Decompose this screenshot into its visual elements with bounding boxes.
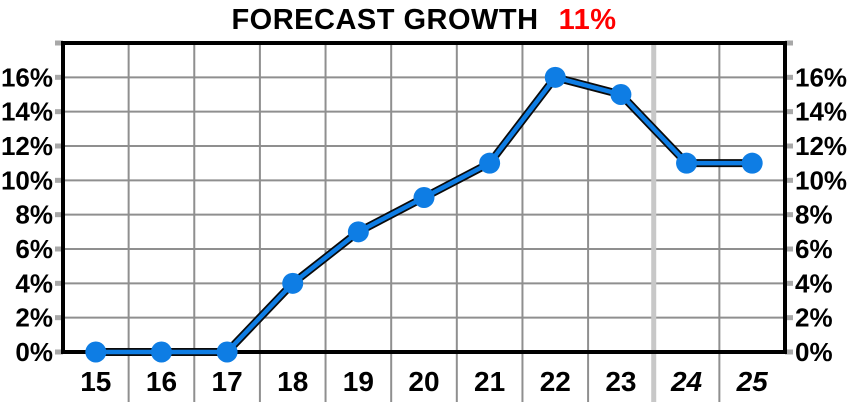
y-axis-tick-right <box>785 74 793 80</box>
data-point-marker <box>479 152 501 174</box>
y-axis-label-left: 2% <box>15 303 53 333</box>
data-point-marker <box>150 341 172 363</box>
y-axis-tick-left <box>55 109 63 115</box>
y-axis-label-left: 16% <box>1 62 53 92</box>
plot-frame <box>61 41 787 354</box>
y-axis-tick-right <box>785 40 793 46</box>
y-axis-tick-left <box>55 143 63 149</box>
y-axis-tick-left <box>55 315 63 321</box>
y-axis-label-left: 6% <box>15 234 53 264</box>
x-axis-label: 18 <box>277 366 308 397</box>
x-axis-label: 21 <box>474 366 505 397</box>
y-axis-tick-left <box>55 280 63 286</box>
data-point-marker <box>741 152 763 174</box>
x-axis-label: 15 <box>80 366 111 397</box>
y-axis-label-right: 0% <box>795 337 833 367</box>
y-axis-label-right: 10% <box>795 165 847 195</box>
y-axis-tick-right <box>785 349 793 355</box>
data-point-marker <box>282 272 304 294</box>
y-axis-tick-right <box>785 177 793 183</box>
y-axis-tick-left <box>55 349 63 355</box>
y-axis-label-left: 4% <box>15 268 53 298</box>
y-axis-tick-right <box>785 143 793 149</box>
y-axis-tick-left <box>55 212 63 218</box>
y-axis-tick-right <box>785 280 793 286</box>
chart-title-text: FORECAST GROWTH <box>231 3 539 36</box>
data-point-marker <box>216 341 238 363</box>
y-axis-tick-left <box>55 74 63 80</box>
y-axis-label-right: 6% <box>795 234 833 264</box>
y-axis-tick-right <box>785 315 793 321</box>
y-axis-label-left: 8% <box>15 200 53 230</box>
y-axis-label-left: 0% <box>15 337 53 367</box>
y-axis-tick-left <box>55 177 63 183</box>
y-axis-label-left: 14% <box>1 97 53 127</box>
data-point-marker <box>413 187 435 208</box>
data-point-marker <box>610 84 632 105</box>
y-axis-label-right: 8% <box>795 200 833 230</box>
x-axis-label: 19 <box>343 366 374 397</box>
y-axis-label-right: 4% <box>795 268 833 298</box>
y-axis-label-left: 10% <box>1 165 53 195</box>
data-point-marker <box>676 152 698 174</box>
x-axis-label: 20 <box>408 366 439 397</box>
y-axis-label-right: 14% <box>795 97 847 127</box>
y-axis-label-right: 16% <box>795 62 847 92</box>
y-axis-tick-left <box>55 40 63 46</box>
y-axis-label-left: 12% <box>1 131 53 161</box>
data-point-marker <box>544 66 566 88</box>
x-axis-label: 25 <box>736 366 769 397</box>
x-axis-label: 23 <box>605 366 636 397</box>
y-axis-tick-left <box>55 246 63 252</box>
y-axis-label-right: 12% <box>795 131 847 161</box>
data-point-marker <box>85 341 107 363</box>
x-axis-label: 24 <box>670 366 703 397</box>
y-axis-tick-right <box>785 109 793 115</box>
x-axis-label: 17 <box>212 366 243 397</box>
x-axis-label: 22 <box>540 366 571 397</box>
y-axis-label-right: 2% <box>795 303 833 333</box>
chart-title-highlight: 11% <box>558 3 617 36</box>
chart-title: FORECAST GROWTH 11% <box>0 0 848 40</box>
data-point-marker <box>347 221 369 243</box>
y-axis-tick-right <box>785 212 793 218</box>
y-axis-tick-right <box>785 246 793 252</box>
x-axis-label: 16 <box>146 366 177 397</box>
